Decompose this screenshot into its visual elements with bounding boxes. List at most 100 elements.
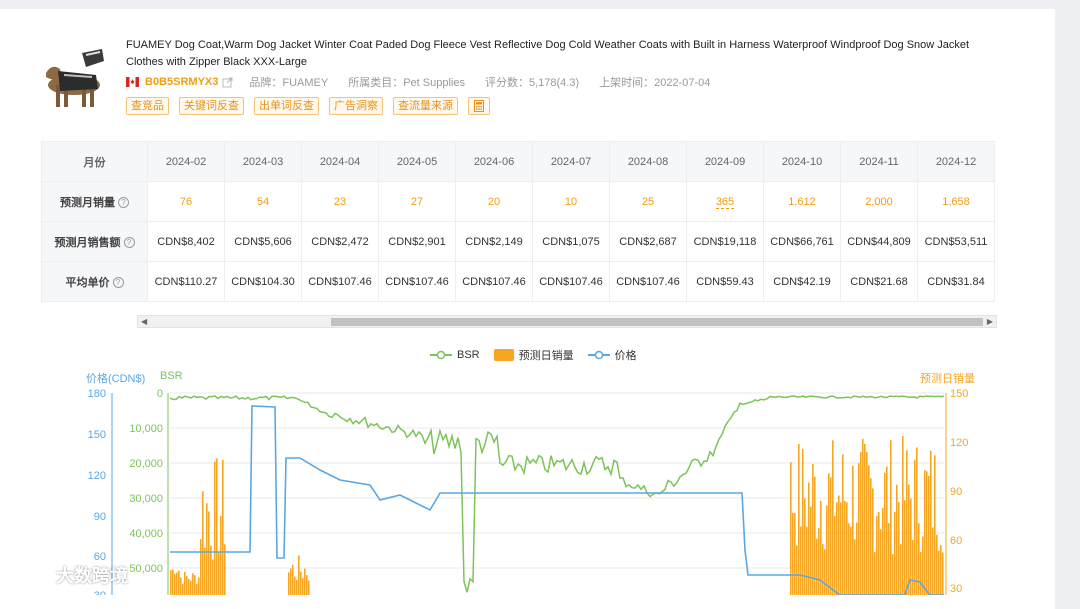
table-cell: 2024-05 — [378, 141, 456, 182]
daily-sales-bar — [192, 573, 194, 595]
daily-sales-bar — [294, 576, 296, 595]
product-title[interactable]: FUAMEY Dog Coat,Warm Dog Jacket Winter C… — [126, 39, 970, 68]
daily-sales-bar — [934, 455, 936, 595]
daily-sales-bar — [918, 523, 920, 595]
daily-sales-bar — [850, 526, 852, 595]
asin-link[interactable]: B0B5SRMYX3 — [145, 76, 219, 88]
product-thumbnail[interactable] — [38, 45, 108, 113]
daily-sales-bar — [942, 552, 944, 595]
price-tick-label: 180 — [88, 388, 106, 400]
bsr-tick-label: 30,000 — [129, 493, 163, 505]
daily-sales-bar — [928, 475, 930, 595]
table-cell: CDN$8,402 — [147, 221, 225, 262]
daily-sales-bar — [820, 500, 822, 595]
tag-competitors[interactable]: 查竞品 — [126, 97, 169, 115]
daily-sales-bar — [842, 454, 844, 595]
table-row-revenue: 预测月销售额? CDN$8,402 CDN$5,606 CDN$2,472 CD… — [41, 221, 995, 262]
table-cell: CDN$104.30 — [224, 261, 302, 302]
daily-sales-bar — [902, 436, 904, 595]
chart-legend: BSR 预测日销量 价格 — [430, 347, 637, 363]
daily-sales-bar — [798, 443, 800, 595]
daily-sales-bar — [802, 448, 804, 595]
daily-sales-bar — [864, 443, 866, 595]
daily-sales-bar — [812, 463, 814, 595]
daily-sales-bar — [846, 502, 848, 595]
tag-ad-insights[interactable]: 广告洞察 — [329, 97, 383, 115]
scroll-right-icon[interactable]: ▶ — [986, 317, 993, 326]
table-cell: CDN$107.46 — [609, 261, 687, 302]
daily-sales-bar — [912, 539, 914, 595]
tag-keyword-reverse[interactable]: 关键词反查 — [179, 97, 244, 115]
daily-sales-bar — [932, 527, 934, 595]
daily-sales-bar — [184, 571, 186, 595]
help-icon[interactable]: ? — [118, 197, 129, 209]
daily-sales-bar — [288, 572, 290, 595]
daily-sales-bar — [178, 570, 180, 595]
legend-bsr[interactable]: BSR — [430, 347, 480, 363]
daily-sales-bar — [814, 476, 816, 595]
daily-sales-bar — [792, 512, 794, 595]
price-tick-label: 30 — [94, 590, 106, 595]
table-cell: CDN$66,761 — [763, 221, 841, 262]
help-icon[interactable]: ? — [123, 237, 135, 249]
bsr-tick-label: 20,000 — [129, 458, 163, 470]
daily-sales-bar — [852, 465, 854, 595]
daily-sales-bar — [216, 458, 218, 595]
row-header-month: 月份 — [41, 141, 148, 182]
legend-price[interactable]: 价格 — [587, 347, 637, 363]
daily-sales-bar — [188, 578, 190, 595]
table-cell: 2024-06 — [455, 141, 533, 182]
daily-sales-bar — [880, 529, 882, 595]
daily-sales-bar — [896, 484, 898, 595]
daily-sales-bar — [204, 547, 206, 595]
daily-sales-bar — [174, 573, 176, 595]
daily-sales-bar — [824, 549, 826, 595]
daily-sales-bar — [302, 578, 304, 595]
daily-sales-bar — [874, 552, 876, 595]
daily-sales-bar — [176, 572, 178, 595]
scrollbar-thumb[interactable] — [331, 318, 983, 326]
daily-sales-bar — [816, 538, 818, 595]
external-link-icon[interactable] — [222, 77, 233, 88]
table-cell: 10 — [532, 181, 610, 222]
price-tick-label: 150 — [88, 429, 106, 441]
table-cell[interactable]: 365 — [686, 181, 764, 222]
table-cell: 2024-02 — [147, 141, 225, 182]
table-cell: 2024-07 — [532, 141, 610, 182]
daily-sales-bar — [940, 545, 942, 595]
daily-sales-bar — [920, 552, 922, 595]
help-icon[interactable]: ? — [112, 277, 124, 289]
daily-sales-bar — [904, 500, 906, 595]
daily-sales-bar — [208, 511, 210, 595]
tag-order-keyword-reverse[interactable]: 出单词反查 — [254, 97, 319, 115]
rating-count: 评分数：5,178(4.3) — [484, 77, 580, 89]
daily-sales-bar — [914, 459, 916, 595]
table-horizontal-scrollbar[interactable]: ◀ ▶ — [137, 315, 997, 328]
daily-sales-bar — [190, 580, 192, 595]
daily-sales-bar — [888, 522, 890, 595]
daily-sales-bar — [224, 544, 226, 595]
daily-sales-bar — [806, 526, 808, 595]
daily-sales-bar — [890, 440, 892, 595]
daily-sales-bar — [886, 466, 888, 595]
daily-sales-bar — [220, 516, 222, 595]
daily-sales-bar — [834, 516, 836, 595]
scroll-left-icon[interactable]: ◀ — [141, 317, 148, 326]
daily-sales-bar — [800, 526, 802, 595]
daily-sales-bar — [186, 576, 188, 595]
table-cell: CDN$2,687 — [609, 221, 687, 262]
table-cell: CDN$31.84 — [917, 261, 995, 302]
bsr-tick-label: 10,000 — [129, 423, 163, 435]
product-card — [0, 9, 1055, 609]
daily-sales-bar — [858, 463, 860, 595]
calculator-icon[interactable] — [468, 97, 490, 115]
tag-traffic-source[interactable]: 查流量来源 — [393, 97, 458, 115]
table-cell: 25 — [609, 181, 687, 222]
daily-sales-bar — [916, 447, 918, 595]
daily-sales-bar — [910, 498, 912, 595]
legend-daily-sales[interactable]: 预测日销量 — [493, 347, 574, 363]
table-cell: 23 — [301, 181, 379, 222]
daily-sales-bar — [200, 539, 202, 595]
table-cell: CDN$59.43 — [686, 261, 764, 302]
table-cell: 1,658 — [917, 181, 995, 222]
